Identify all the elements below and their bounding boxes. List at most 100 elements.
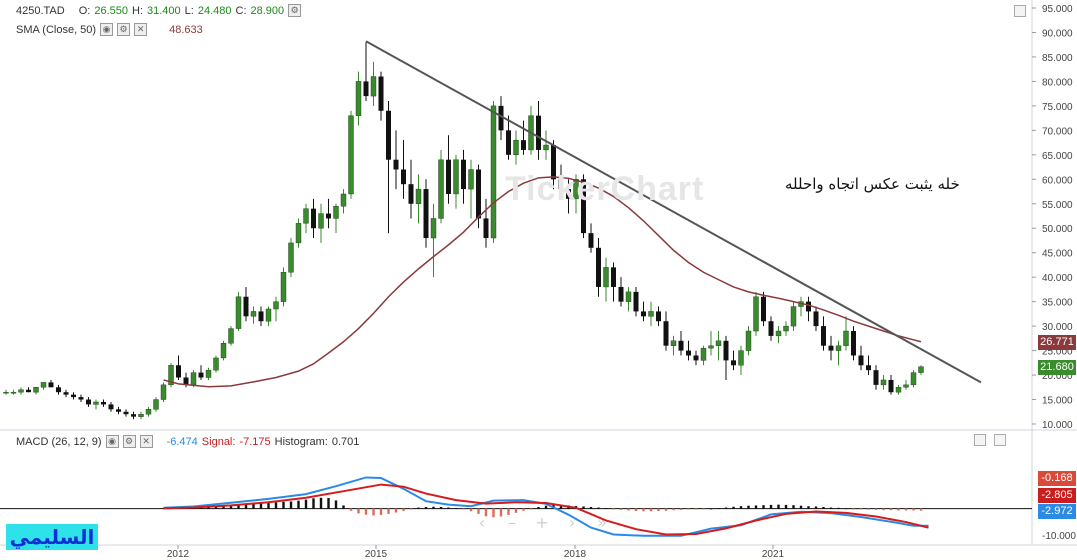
candle-body	[536, 115, 541, 150]
settings-icon[interactable]: ⚙	[117, 23, 131, 36]
histogram-bar	[822, 507, 825, 509]
x-tick-label: 2015	[365, 549, 388, 560]
histogram-bar	[589, 507, 593, 509]
macd-tag: -2.805	[1038, 488, 1076, 503]
y-tick-label: 20.000	[1042, 371, 1073, 382]
histogram-bar	[237, 504, 240, 509]
candle-body	[588, 233, 594, 248]
candle-body	[715, 340, 722, 346]
histogram-bar	[267, 502, 270, 509]
candle-body	[731, 360, 736, 366]
minimize-panel-button[interactable]	[974, 434, 986, 446]
scroll-control-icon[interactable]: –	[508, 513, 516, 532]
histogram-bar	[724, 507, 728, 509]
candle-body	[423, 189, 429, 239]
candle-body	[641, 311, 646, 317]
candle-body	[498, 105, 504, 131]
histogram-bar	[657, 508, 660, 511]
candle-body	[903, 384, 909, 388]
y-tick-label: 70.000	[1042, 126, 1073, 137]
candle-body	[303, 208, 309, 224]
histogram-bar	[417, 507, 420, 509]
histogram-bar	[784, 504, 788, 509]
histogram-bar	[582, 506, 585, 509]
histogram-bar	[387, 508, 390, 514]
candle-body	[18, 389, 24, 393]
maximize-panel-button[interactable]	[994, 434, 1006, 446]
candle-body	[26, 389, 31, 393]
candle-body	[490, 105, 497, 239]
high-value: 31.400	[147, 4, 181, 17]
histogram-bar	[672, 508, 675, 511]
histogram-bar	[559, 505, 563, 509]
scroll-control-icon[interactable]: »	[597, 513, 607, 532]
histogram-bar	[492, 508, 495, 518]
histogram-bar	[687, 508, 690, 510]
histogram-bar	[747, 505, 750, 509]
candle-body	[708, 345, 714, 349]
sma-line	[163, 176, 922, 388]
histogram-bar	[402, 508, 405, 511]
close-icon[interactable]: ✕	[139, 435, 153, 448]
candle-body	[806, 301, 811, 312]
scroll-control-icon[interactable]: ›	[569, 513, 575, 532]
scroll-control-icon[interactable]: +	[535, 513, 548, 532]
histogram-bar	[642, 508, 645, 512]
trend-line	[365, 40, 982, 384]
close-icon[interactable]: ✕	[134, 23, 148, 36]
candle-body	[843, 330, 849, 346]
candle-body	[93, 401, 99, 405]
candle-body	[558, 179, 564, 190]
histogram-bar	[297, 500, 300, 509]
candle-body	[566, 189, 571, 199]
histogram-bar	[844, 508, 848, 510]
histogram-bar	[777, 504, 780, 509]
candle-body	[168, 365, 174, 386]
visibility-icon[interactable]: ◉	[100, 23, 114, 36]
histogram-bar	[867, 508, 870, 510]
histogram-bar	[649, 508, 653, 512]
candle-body	[656, 311, 661, 322]
settings-icon[interactable]: ⚙	[122, 435, 136, 448]
candle-body	[918, 366, 924, 373]
candle-body	[3, 391, 9, 394]
histogram-bar	[852, 508, 855, 510]
candle-body	[370, 76, 377, 97]
settings-icon[interactable]: ⚙	[288, 4, 302, 17]
histogram-bar	[364, 508, 368, 515]
candle-body	[866, 365, 871, 371]
sma-price-tag: 26.771	[1038, 335, 1076, 350]
candle-body	[235, 296, 242, 329]
candle-body	[663, 321, 669, 346]
candle-body	[205, 369, 212, 378]
signal-value: -7.175	[239, 435, 271, 448]
histogram-bar	[312, 498, 315, 509]
candle-body	[295, 223, 302, 244]
macd-y-tick-label: -10.000	[1042, 531, 1076, 542]
histogram-bar	[754, 505, 758, 509]
candle-body	[686, 350, 691, 356]
histogram-bar	[597, 507, 600, 509]
histogram-bar	[889, 508, 893, 511]
histogram-bar	[282, 501, 285, 509]
candle-body	[131, 414, 136, 417]
candle-body	[198, 372, 204, 378]
histogram-bar	[837, 507, 840, 509]
macd-label: MACD (26, 12, 9)	[16, 435, 102, 448]
histogram-bar	[792, 505, 795, 509]
histogram-bar	[379, 508, 383, 515]
histogram-bar	[799, 505, 803, 509]
candle-body	[625, 291, 632, 302]
visibility-icon[interactable]: ◉	[105, 435, 119, 448]
sma-header: SMA (Close, 50) ◉ ⚙ ✕ 48.633	[16, 23, 203, 36]
restore-panel-button[interactable]	[1014, 5, 1026, 17]
candle-body	[910, 372, 917, 386]
candle-body	[56, 387, 61, 393]
histogram-label: Histogram:	[274, 435, 328, 448]
candle-body	[648, 311, 654, 317]
scroll-control-icon[interactable]: ‹	[479, 513, 485, 532]
histogram-bar	[709, 508, 713, 510]
histogram-bar	[612, 508, 615, 510]
